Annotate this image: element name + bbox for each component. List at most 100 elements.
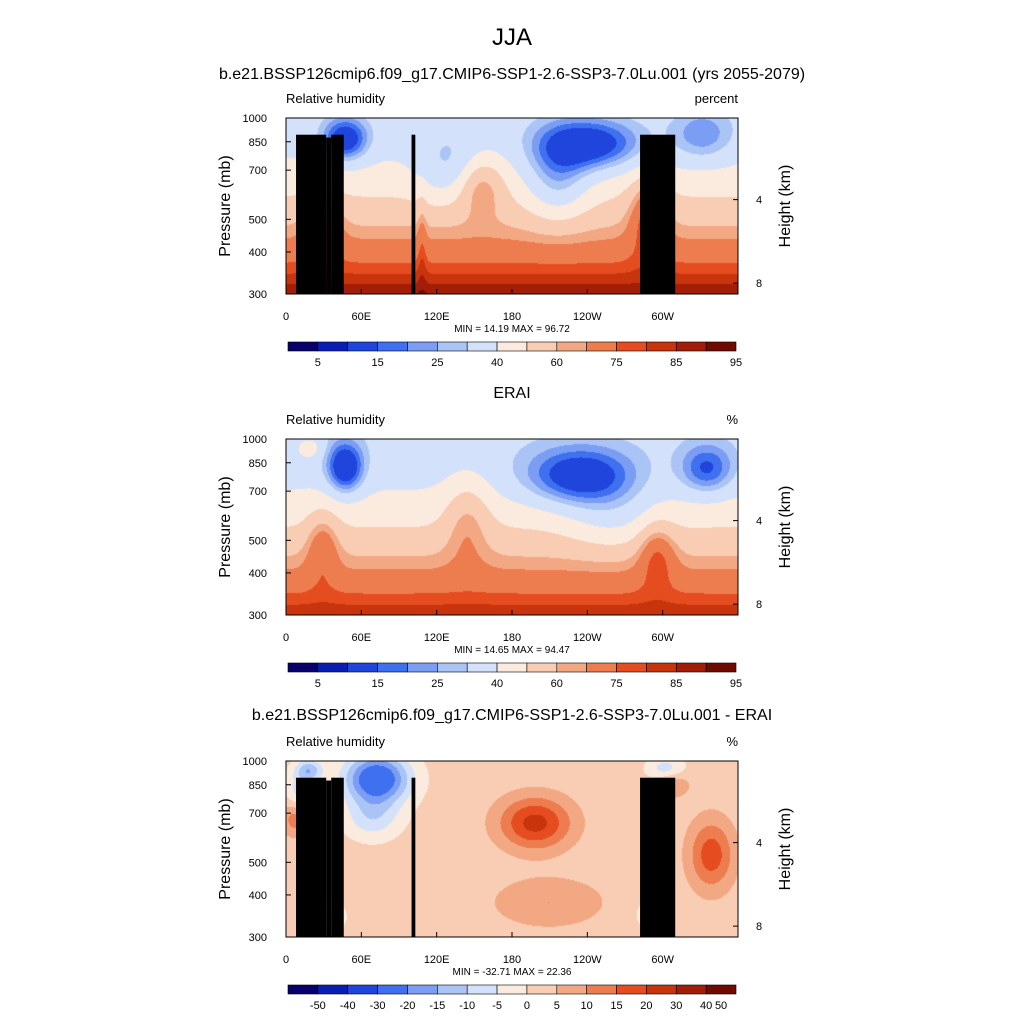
colorbar-label: 30 bbox=[670, 1000, 682, 1012]
x-tick-label: 60E bbox=[352, 954, 372, 966]
x-tick-label: 60W bbox=[651, 632, 674, 644]
colorbar-label: -10 bbox=[459, 1000, 475, 1012]
y-axis-title: Pressure (mb) bbox=[217, 476, 234, 577]
panel-variable-label: Relative humidity bbox=[286, 734, 385, 749]
y2-axis-title: Height (km) bbox=[777, 808, 794, 891]
colorbar-swatch bbox=[616, 662, 647, 673]
y-axis-title: Pressure (mb) bbox=[217, 155, 234, 256]
colorbar-swatch bbox=[646, 662, 677, 673]
colorbar-swatch bbox=[526, 984, 558, 995]
colorbar-swatch bbox=[526, 341, 558, 352]
colorbar-swatch bbox=[586, 984, 617, 995]
panel-units-label: % bbox=[726, 734, 738, 749]
y-tick-label: 500 bbox=[249, 214, 267, 226]
x-tick-label: 120W bbox=[573, 632, 602, 644]
colorbar-swatch bbox=[377, 662, 408, 673]
colorbar-label: 40 bbox=[491, 678, 503, 690]
x-tick-label: 0 bbox=[283, 954, 289, 966]
colorbar-label: 40 bbox=[491, 357, 503, 369]
colorbar-label: 15 bbox=[610, 1000, 622, 1012]
colorbar-swatch bbox=[705, 984, 737, 995]
panel-units-label: % bbox=[726, 412, 738, 427]
colorbar-label: -30 bbox=[370, 1000, 386, 1012]
y-tick-label: 850 bbox=[249, 137, 267, 149]
colorbar-label: 95 bbox=[730, 357, 742, 369]
x-tick-label: 180 bbox=[503, 311, 521, 323]
x-tick-label: 180 bbox=[503, 954, 521, 966]
y2-tick-label: 8 bbox=[756, 921, 762, 933]
x-tick-label: 0 bbox=[283, 311, 289, 323]
colorbar-label: 95 bbox=[730, 678, 742, 690]
colorbar-label: -15 bbox=[429, 1000, 445, 1012]
y-tick-label: 1000 bbox=[243, 113, 267, 125]
colorbar-swatch bbox=[675, 984, 707, 995]
colorbar-swatch bbox=[407, 662, 438, 673]
colorbar-label: 15 bbox=[371, 678, 383, 690]
colorbar-label: 50 bbox=[715, 1000, 727, 1012]
panel-1: Relative humidity percent3004005007008501… bbox=[217, 91, 794, 369]
colorbar-swatch bbox=[317, 341, 349, 352]
y2-axis-title: Height (km) bbox=[777, 486, 794, 569]
colorbar-label: 75 bbox=[610, 357, 622, 369]
y2-tick-label: 4 bbox=[756, 195, 762, 207]
y-tick-label: 700 bbox=[249, 486, 267, 498]
y2-tick-label: 4 bbox=[756, 838, 762, 850]
y-tick-label: 400 bbox=[249, 890, 267, 902]
topography-mask bbox=[640, 777, 676, 937]
colorbar-label: 40 bbox=[700, 1000, 712, 1012]
colorbar-swatch bbox=[526, 662, 558, 673]
y2-axis-title: Height (km) bbox=[777, 165, 794, 248]
colorbar-swatch bbox=[556, 341, 587, 352]
topography-mask bbox=[331, 777, 344, 937]
topography-mask bbox=[296, 777, 327, 937]
colorbar-swatch bbox=[496, 341, 528, 352]
colorbar-swatch bbox=[556, 662, 587, 673]
colorbar-label: 5 bbox=[315, 357, 321, 369]
colorbar-swatch bbox=[496, 662, 528, 673]
colorbar-swatch bbox=[675, 662, 707, 673]
colorbar-swatch bbox=[586, 662, 617, 673]
x-tick-label: 60W bbox=[651, 311, 674, 323]
y2-tick-label: 8 bbox=[756, 599, 762, 611]
contour-field bbox=[286, 439, 738, 615]
y-tick-label: 850 bbox=[249, 780, 267, 792]
colorbar-swatch bbox=[437, 984, 468, 995]
colorbar-label: 85 bbox=[670, 357, 682, 369]
colorbar-swatch bbox=[496, 984, 528, 995]
colorbar-swatch bbox=[407, 341, 438, 352]
x-tick-label: 120W bbox=[573, 311, 602, 323]
x-tick-label: 0 bbox=[283, 632, 289, 644]
colorbar-swatch bbox=[347, 341, 378, 352]
panel-variable-label: Relative humidity bbox=[286, 91, 385, 106]
colorbar-label: -40 bbox=[340, 1000, 356, 1012]
x-tick-label: 180 bbox=[503, 632, 521, 644]
y-tick-label: 1000 bbox=[243, 434, 267, 446]
colorbar-swatch bbox=[675, 341, 707, 352]
topography-mask bbox=[296, 134, 327, 294]
colorbar-swatch bbox=[616, 341, 647, 352]
colorbar-swatch bbox=[466, 341, 498, 352]
colorbar-swatch bbox=[646, 341, 677, 352]
y-tick-label: 400 bbox=[249, 568, 267, 580]
colorbar-label: 10 bbox=[581, 1000, 593, 1012]
colorbar-label: 75 bbox=[610, 678, 622, 690]
y-tick-label: 500 bbox=[249, 857, 267, 869]
y2-tick-label: 8 bbox=[756, 278, 762, 290]
topography-mask bbox=[326, 137, 332, 294]
colorbar-swatch bbox=[377, 984, 408, 995]
colorbar-label: 60 bbox=[551, 678, 563, 690]
colorbar-swatch bbox=[466, 984, 498, 995]
y-tick-label: 500 bbox=[249, 535, 267, 547]
colorbar-label: 25 bbox=[431, 678, 443, 690]
topography-mask bbox=[326, 780, 332, 937]
colorbar-swatch bbox=[287, 984, 319, 995]
y-axis-title: Pressure (mb) bbox=[217, 798, 234, 899]
y-tick-label: 700 bbox=[249, 165, 267, 177]
colorbar-swatch bbox=[586, 341, 617, 352]
colorbar-label: 0 bbox=[524, 1000, 530, 1012]
colorbar-label: 85 bbox=[670, 678, 682, 690]
colorbar-swatch bbox=[646, 984, 677, 995]
colorbar-label: -20 bbox=[400, 1000, 416, 1012]
